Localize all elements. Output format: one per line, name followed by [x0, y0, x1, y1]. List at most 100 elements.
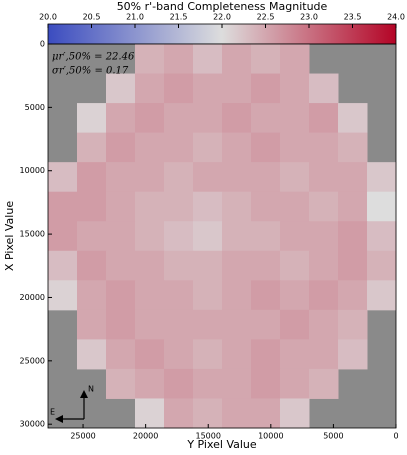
colorbar-tick-label: 24.0	[387, 13, 405, 22]
heatmap-cell	[135, 132, 165, 163]
heatmap-cell	[338, 191, 368, 222]
heatmap-cell	[48, 250, 78, 281]
heatmap-cell	[164, 309, 194, 340]
heatmap-cell	[338, 132, 368, 163]
heatmap-cell	[309, 191, 339, 222]
heatmap-cell	[164, 250, 194, 281]
heatmap-cell	[193, 191, 223, 222]
heatmap-cell	[106, 73, 136, 104]
heatmap-cell	[251, 309, 281, 340]
heatmap-cell	[222, 103, 252, 134]
heatmap-cell	[309, 339, 339, 370]
heatmap-cell	[77, 309, 107, 340]
heatmap-cell	[280, 368, 310, 399]
heatmap-cell	[193, 44, 223, 75]
heatmap-cell	[222, 191, 252, 222]
heatmap-cell	[309, 250, 339, 281]
heatmap-cell	[251, 73, 281, 104]
heatmap-cell	[251, 368, 281, 399]
heatmap-cell	[309, 309, 339, 340]
heatmap-cell	[280, 221, 310, 252]
heatmap-cell	[251, 162, 281, 193]
heatmap-cell	[164, 398, 194, 429]
colorbar-tick-label: 20.0	[39, 13, 57, 22]
heatmap-cell	[193, 162, 223, 193]
colorbar-tick-label: 21.5	[170, 13, 188, 22]
heatmap-cell	[135, 309, 165, 340]
y-tick-label: 25000	[20, 356, 45, 365]
heatmap-cell	[338, 221, 368, 252]
heatmap-cell	[135, 44, 165, 75]
heatmap-cell	[309, 280, 339, 311]
heatmap-cell	[251, 132, 281, 163]
colorbar-tick-label: 20.5	[83, 13, 101, 22]
heatmap-cell	[222, 309, 252, 340]
heatmap-cell	[251, 339, 281, 370]
heatmap-cell	[367, 191, 397, 222]
heatmap-cell	[77, 132, 107, 163]
heatmap-cell	[280, 280, 310, 311]
colorbar-tick-label: 22.0	[213, 13, 231, 22]
x-tick-label: 0	[393, 432, 398, 441]
y-tick-label: 20000	[20, 293, 45, 302]
colorbar-tick-label: 22.5	[257, 13, 275, 22]
heatmap-cell	[135, 221, 165, 252]
heatmap-cell	[222, 132, 252, 163]
heatmap-cell	[48, 191, 78, 222]
heatmap-cell	[135, 339, 165, 370]
heatmap-cell	[251, 280, 281, 311]
heatmap-cell	[280, 309, 310, 340]
heatmap-cell	[135, 250, 165, 281]
heatmap-cell	[135, 103, 165, 134]
heatmap-cell	[135, 162, 165, 193]
heatmap-cell	[222, 250, 252, 281]
heatmap-cell	[222, 73, 252, 104]
heatmap-cell	[164, 221, 194, 252]
heatmap-cell	[164, 73, 194, 104]
heatmap-cell	[135, 191, 165, 222]
heatmap-cell	[164, 44, 194, 75]
heatmap-cell	[222, 44, 252, 75]
heatmap-cell	[338, 309, 368, 340]
heatmap-cell	[77, 103, 107, 134]
heatmap-cell	[193, 280, 223, 311]
heatmap-cell	[251, 221, 281, 252]
heatmap-cell	[309, 103, 339, 134]
heatmap-cell	[164, 162, 194, 193]
x-tick-label: 15000	[196, 432, 221, 441]
heatmap-cell	[367, 250, 397, 281]
y-tick-label: 10000	[20, 166, 45, 175]
heatmap-cell	[77, 250, 107, 281]
heatmap-cell	[280, 339, 310, 370]
heatmap-cell	[251, 398, 281, 429]
heatmap-cell	[48, 162, 78, 193]
heatmap-cell	[193, 309, 223, 340]
heatmap-cell	[193, 250, 223, 281]
annotation: μr′,50% = 22.46	[52, 52, 135, 63]
y-tick-label: 30000	[20, 420, 45, 429]
heatmap-cell	[77, 162, 107, 193]
heatmap-cell	[48, 280, 78, 311]
heatmap-cell	[77, 221, 107, 252]
compass-arrowhead	[55, 390, 88, 423]
heatmap-cell	[135, 398, 165, 429]
heatmap-cell	[193, 368, 223, 399]
heatmap-cell	[222, 280, 252, 311]
heatmap-cell	[193, 398, 223, 429]
compass-label: E	[50, 408, 55, 417]
heatmap-cell	[280, 103, 310, 134]
heatmap-cell	[309, 132, 339, 163]
x-tick-label: 5000	[323, 432, 343, 441]
heatmap-cell	[106, 280, 136, 311]
heatmap-cell	[106, 309, 136, 340]
heatmap-cell	[338, 280, 368, 311]
heatmap-cell	[280, 73, 310, 104]
heatmap-cell	[280, 250, 310, 281]
heatmap-cell	[193, 73, 223, 104]
plot-frame	[47, 43, 397, 429]
y-axis-label: X Pixel Value	[3, 201, 16, 271]
heatmap-cell	[309, 221, 339, 252]
y-tick-label: 5000	[25, 103, 45, 112]
heatmap-cell	[135, 73, 165, 104]
